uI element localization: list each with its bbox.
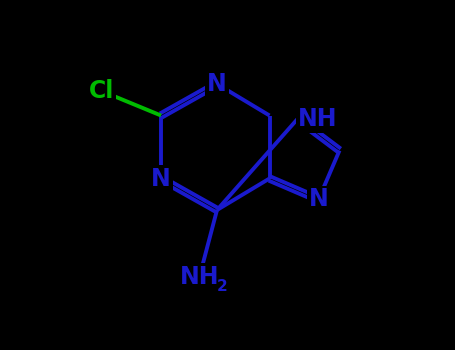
Text: N: N (151, 167, 171, 190)
Text: 2: 2 (217, 279, 228, 294)
Text: NH: NH (180, 265, 219, 288)
Text: Cl: Cl (89, 79, 114, 103)
Text: NH: NH (298, 107, 337, 131)
Text: N: N (207, 72, 227, 96)
Text: N: N (308, 188, 329, 211)
